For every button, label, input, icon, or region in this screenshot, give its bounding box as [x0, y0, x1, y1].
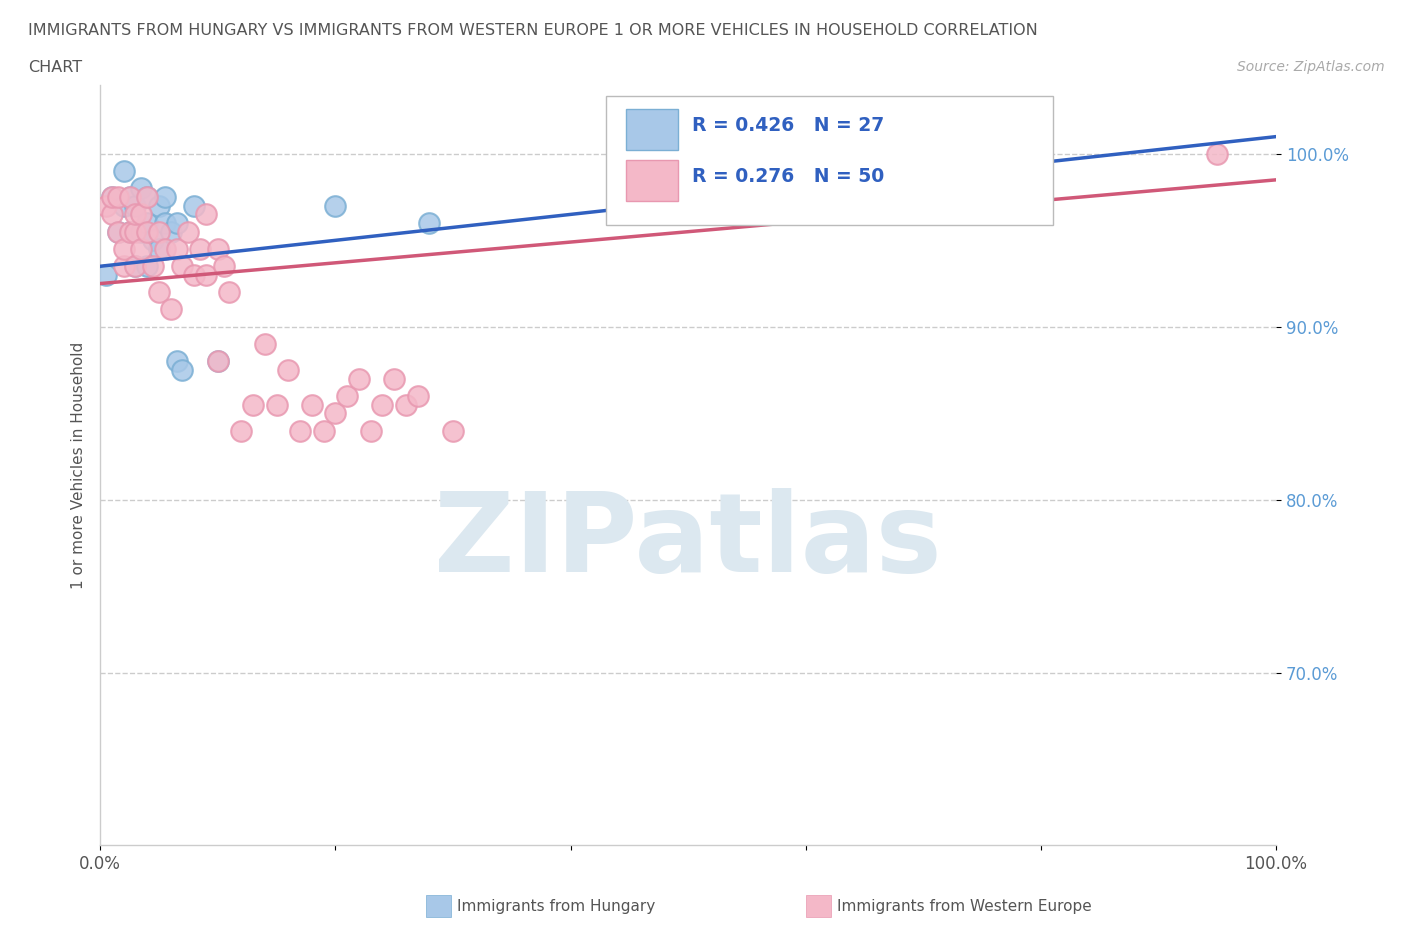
Point — [382, 371, 405, 386]
Point — [101, 190, 124, 205]
Point — [183, 198, 205, 213]
Point — [360, 423, 382, 438]
Point — [395, 397, 418, 412]
Point — [142, 259, 165, 273]
Point — [207, 354, 229, 369]
Point — [112, 198, 135, 213]
Point — [148, 242, 170, 257]
Point — [177, 224, 200, 239]
Point — [207, 354, 229, 369]
FancyBboxPatch shape — [626, 109, 678, 150]
Point — [1206, 146, 1229, 161]
Point — [118, 190, 141, 205]
Point — [94, 198, 117, 213]
Point — [194, 268, 217, 283]
Text: ZIPatlas: ZIPatlas — [434, 487, 942, 594]
Point — [112, 164, 135, 179]
Y-axis label: 1 or more Vehicles in Household: 1 or more Vehicles in Household — [72, 341, 86, 589]
Point — [288, 423, 311, 438]
Point — [118, 224, 141, 239]
Point — [418, 216, 440, 231]
Point — [112, 259, 135, 273]
Text: Immigrants from Western Europe: Immigrants from Western Europe — [837, 899, 1091, 914]
Point — [129, 181, 152, 196]
Point — [101, 207, 124, 222]
Point — [323, 405, 346, 420]
Text: Source: ZipAtlas.com: Source: ZipAtlas.com — [1237, 60, 1385, 74]
Point — [124, 259, 146, 273]
Point — [441, 423, 464, 438]
Point — [231, 423, 253, 438]
Point — [166, 354, 188, 369]
Point — [94, 268, 117, 283]
Point — [159, 224, 181, 239]
Point — [242, 397, 264, 412]
Point — [148, 198, 170, 213]
Point — [142, 232, 165, 247]
Point — [107, 224, 129, 239]
Point — [347, 371, 370, 386]
Point — [183, 268, 205, 283]
Text: IMMIGRANTS FROM HUNGARY VS IMMIGRANTS FROM WESTERN EUROPE 1 OR MORE VEHICLES IN : IMMIGRANTS FROM HUNGARY VS IMMIGRANTS FR… — [28, 23, 1038, 38]
Point — [112, 242, 135, 257]
Point — [159, 302, 181, 317]
Point — [166, 216, 188, 231]
Point — [277, 363, 299, 378]
Point — [136, 190, 159, 205]
Point — [124, 207, 146, 222]
Point — [301, 397, 323, 412]
Point — [101, 190, 124, 205]
Point — [166, 242, 188, 257]
Point — [129, 242, 152, 257]
Point — [323, 198, 346, 213]
Point — [371, 397, 394, 412]
Point — [153, 190, 176, 205]
Point — [212, 259, 235, 273]
FancyBboxPatch shape — [626, 160, 678, 201]
Point — [266, 397, 288, 412]
Text: Immigrants from Hungary: Immigrants from Hungary — [457, 899, 655, 914]
Point — [218, 285, 240, 299]
Point — [118, 224, 141, 239]
Point — [172, 363, 194, 378]
Point — [136, 190, 159, 205]
Point — [118, 190, 141, 205]
Point — [153, 242, 176, 257]
Point — [336, 389, 359, 404]
Point — [124, 224, 146, 239]
Point — [148, 224, 170, 239]
Text: CHART: CHART — [28, 60, 82, 75]
Point — [148, 285, 170, 299]
Point — [253, 337, 276, 352]
Text: R = 0.426   N = 27: R = 0.426 N = 27 — [692, 115, 884, 135]
Point — [107, 224, 129, 239]
Point — [136, 259, 159, 273]
Point — [188, 242, 211, 257]
Point — [129, 207, 152, 222]
Point — [312, 423, 335, 438]
Point — [207, 242, 229, 257]
FancyBboxPatch shape — [606, 96, 1053, 225]
Point — [107, 190, 129, 205]
Text: R = 0.276   N = 50: R = 0.276 N = 50 — [692, 166, 884, 185]
Point — [129, 224, 152, 239]
Point — [172, 259, 194, 273]
Point — [136, 224, 159, 239]
Point — [124, 259, 146, 273]
Point — [194, 207, 217, 222]
Point — [124, 198, 146, 213]
Point — [406, 389, 429, 404]
Point — [136, 216, 159, 231]
Point — [153, 216, 176, 231]
